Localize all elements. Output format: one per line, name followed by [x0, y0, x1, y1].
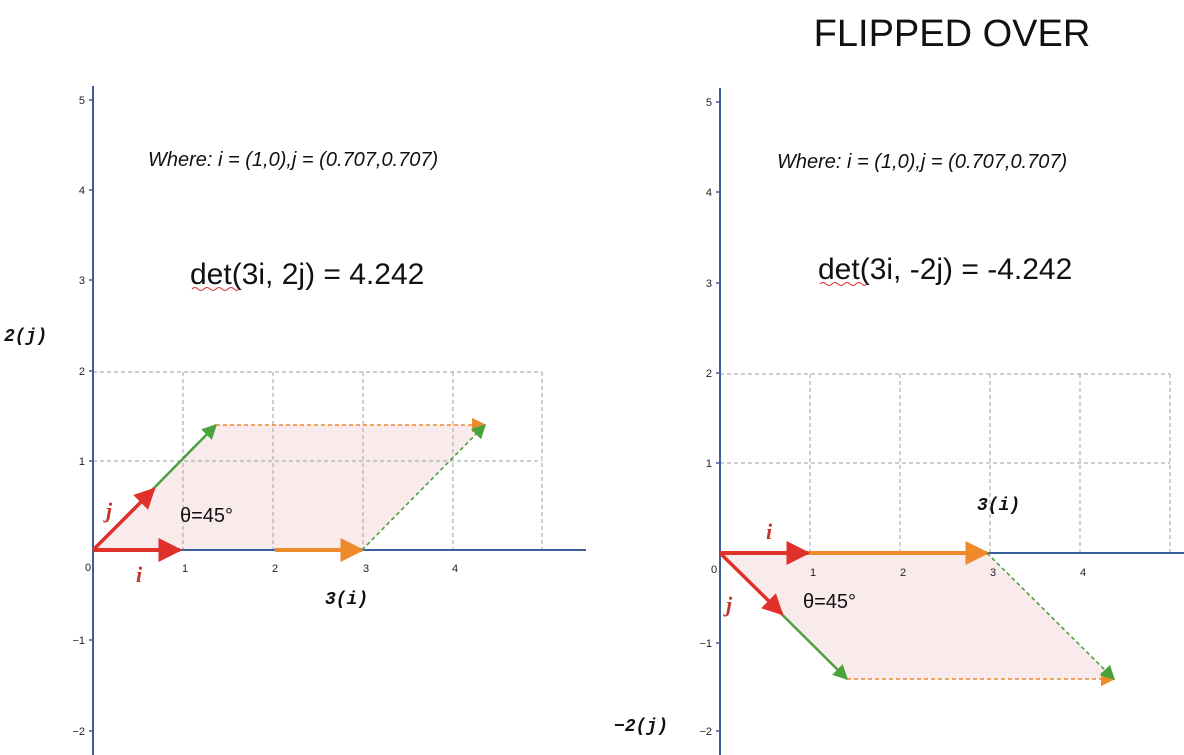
right-y-tick-label: 5 [706, 97, 712, 109]
left-2j-label: 2(j) [4, 327, 47, 347]
left-spellcheck-underline [191, 287, 239, 291]
right-y-tick-label: −2 [699, 726, 712, 738]
right-y-tick-label: 1 [706, 458, 712, 470]
left-y-tick-label: 4 [79, 185, 85, 197]
left-panel: 5 4 3 2 1 −1 −2 0 1 2 3 4 Where: i = (1,… [4, 86, 586, 755]
right-i-label: i [766, 519, 773, 544]
right-x-tick-label: 2 [900, 567, 906, 579]
right-determinant: det(3i, -2j) = -4.242 [818, 253, 1072, 286]
left-basis-note: Where: i = (1,0),j = (0.707,0.707) [148, 149, 438, 171]
left-x-tick-label: 4 [452, 563, 458, 575]
right-neg2j-label: −2(j) [614, 717, 668, 737]
right-origin-label: 0 [711, 564, 717, 576]
right-parallelogram-area [720, 553, 1114, 679]
right-x-tick-label: 3 [990, 567, 996, 579]
left-j-label: j [103, 498, 113, 523]
page-title: FLIPPED OVER [814, 13, 1091, 55]
left-grid [93, 371, 543, 550]
left-y-tick-marks [89, 99, 93, 732]
right-spellcheck-underline [819, 282, 867, 286]
left-parallelogram-area [93, 425, 485, 550]
left-vector-j [91, 487, 156, 552]
right-j-label: j [723, 592, 733, 617]
right-basis-note: Where: i = (1,0),j = (0.707,0.707) [777, 151, 1067, 173]
left-y-tick-label: 5 [79, 95, 85, 107]
left-y-tick-label: 3 [79, 275, 85, 287]
right-x-tick-label: 1 [810, 567, 816, 579]
left-x-tick-label: 1 [182, 563, 188, 575]
left-determinant: det(3i, 2j) = 4.242 [190, 258, 424, 291]
right-vector-neg-j [718, 551, 784, 616]
right-translated-neg2j [986, 552, 1116, 681]
right-y-tick-label: 3 [706, 278, 712, 290]
left-y-tick-label: 1 [79, 456, 85, 468]
left-i-label: i [136, 562, 143, 587]
right-3i-label: 3(i) [977, 496, 1020, 516]
left-y-tick-label: −2 [72, 726, 85, 738]
right-y-tick-label: 4 [706, 187, 712, 199]
right-angle-label: θ=45° [803, 591, 856, 613]
left-translated-2j [361, 423, 487, 551]
left-x-tick-label: 2 [272, 563, 278, 575]
left-x-tick-label: 3 [363, 563, 369, 575]
right-y-tick-label: −1 [699, 638, 712, 650]
right-y-tick-label: 2 [706, 368, 712, 380]
right-y-tick-marks [716, 101, 720, 732]
left-angle-label: θ=45° [180, 505, 233, 527]
right-panel: 5 4 3 2 1 −1 −2 0 1 2 3 4 Where: i = (1,… [614, 88, 1184, 755]
right-grid [720, 373, 1171, 553]
left-y-tick-label: −1 [72, 635, 85, 647]
left-origin-label: 0 [85, 562, 91, 574]
left-y-tick-label: 2 [79, 366, 85, 378]
right-x-tick-label: 4 [1080, 567, 1086, 579]
left-3i-label: 3(i) [325, 590, 368, 610]
